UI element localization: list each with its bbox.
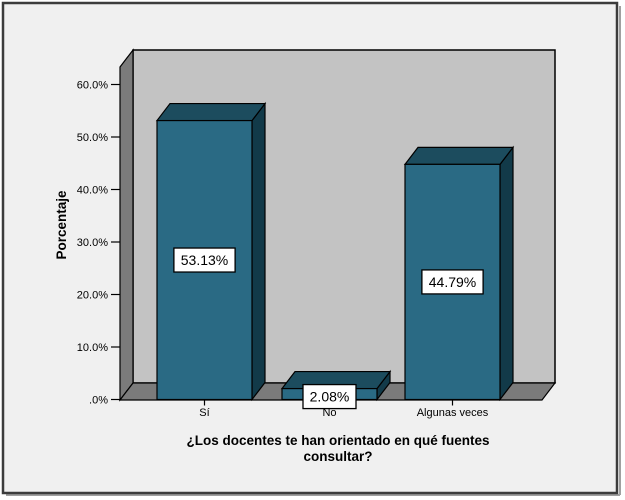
x-axis: Sí No Algunas veces xyxy=(199,399,489,419)
y-tick-label: 20.0% xyxy=(77,290,108,302)
x-axis-title-line2: consultar? xyxy=(303,449,372,464)
bar-side-face xyxy=(499,145,514,402)
bar-front-face xyxy=(404,163,501,401)
value-label-text: 2.08% xyxy=(310,389,350,405)
value-label-text: 44.79% xyxy=(429,274,476,290)
plot-left-wall xyxy=(119,48,134,402)
category-label-algunas-veces: Algunas veces xyxy=(417,407,489,419)
bar-top-face xyxy=(155,102,267,122)
value-label-text: 53.13% xyxy=(181,252,228,268)
value-label-box xyxy=(173,247,236,273)
y-axis-title: Porcentaje xyxy=(54,190,69,260)
y-tick-label: 10.0% xyxy=(77,342,108,354)
value-labels: 53.13% 2.08% 44.79% xyxy=(173,247,484,410)
value-label-no: 2.08% xyxy=(302,383,357,410)
y-tick-label: 60.0% xyxy=(77,80,108,92)
y-tick-label: 50.0% xyxy=(77,132,108,144)
category-label-si: Sí xyxy=(199,407,209,419)
y-axis: .0% 10.0% 20.0% 30.0% 40.0% 50.0% 60.0% xyxy=(77,80,120,407)
category-label-no: No xyxy=(322,407,336,419)
bar-top-face xyxy=(403,146,515,165)
value-label-algunas-veces: 44.79% xyxy=(421,269,484,295)
bar-algunas-veces xyxy=(403,145,515,402)
value-label-si: 53.13% xyxy=(173,247,236,273)
y-tick-label: 30.0% xyxy=(77,237,108,249)
value-label-box xyxy=(421,269,484,295)
y-tick-label: .0% xyxy=(89,395,108,407)
value-label-box xyxy=(302,383,357,410)
bar-side-face xyxy=(251,101,266,402)
y-tick-label: 40.0% xyxy=(77,185,108,197)
x-axis-title-line1: ¿Los docentes te han orientado en qué fu… xyxy=(186,433,489,448)
